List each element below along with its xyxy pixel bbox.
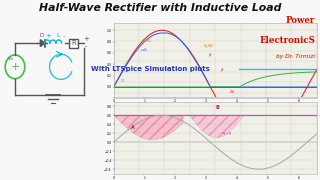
FancyBboxPatch shape [69, 39, 78, 48]
Text: $2b$: $2b$ [229, 88, 236, 95]
Text: $v_{L+R}$: $v_{L+R}$ [221, 131, 233, 138]
Text: $v_s$: $v_s$ [7, 55, 14, 63]
Text: O: O [120, 79, 124, 84]
Text: $\theta_3/\theta_4$: $\theta_3/\theta_4$ [141, 38, 153, 45]
Text: B: B [215, 105, 219, 110]
Text: L: L [56, 33, 60, 38]
Text: -: - [84, 43, 87, 49]
Text: Half-Wave Rectifier with Inductive Load: Half-Wave Rectifier with Inductive Load [39, 3, 281, 13]
Text: by Dr. Tirmizi: by Dr. Tirmizi [276, 54, 315, 59]
Text: +: + [10, 62, 20, 72]
Text: $\beta$: $\beta$ [220, 66, 224, 74]
Text: Power: Power [286, 16, 315, 25]
Text: -: - [63, 33, 65, 39]
Text: D: D [40, 33, 44, 38]
Text: +: + [83, 36, 89, 42]
Text: ElectronicS: ElectronicS [259, 36, 315, 45]
Text: A: A [131, 125, 134, 130]
Text: $\beta^{}_{}$: $\beta^{}_{}$ [208, 51, 212, 59]
Text: +: + [45, 33, 51, 39]
Polygon shape [40, 40, 45, 47]
Text: $\omega t_5$: $\omega t_5$ [140, 47, 148, 54]
Text: With LTSpice Simulation plots: With LTSpice Simulation plots [91, 66, 210, 72]
Text: R: R [71, 40, 76, 46]
Text: $\theta_1^{\,}/\theta_2$: $\theta_1^{\,}/\theta_2$ [203, 42, 214, 50]
